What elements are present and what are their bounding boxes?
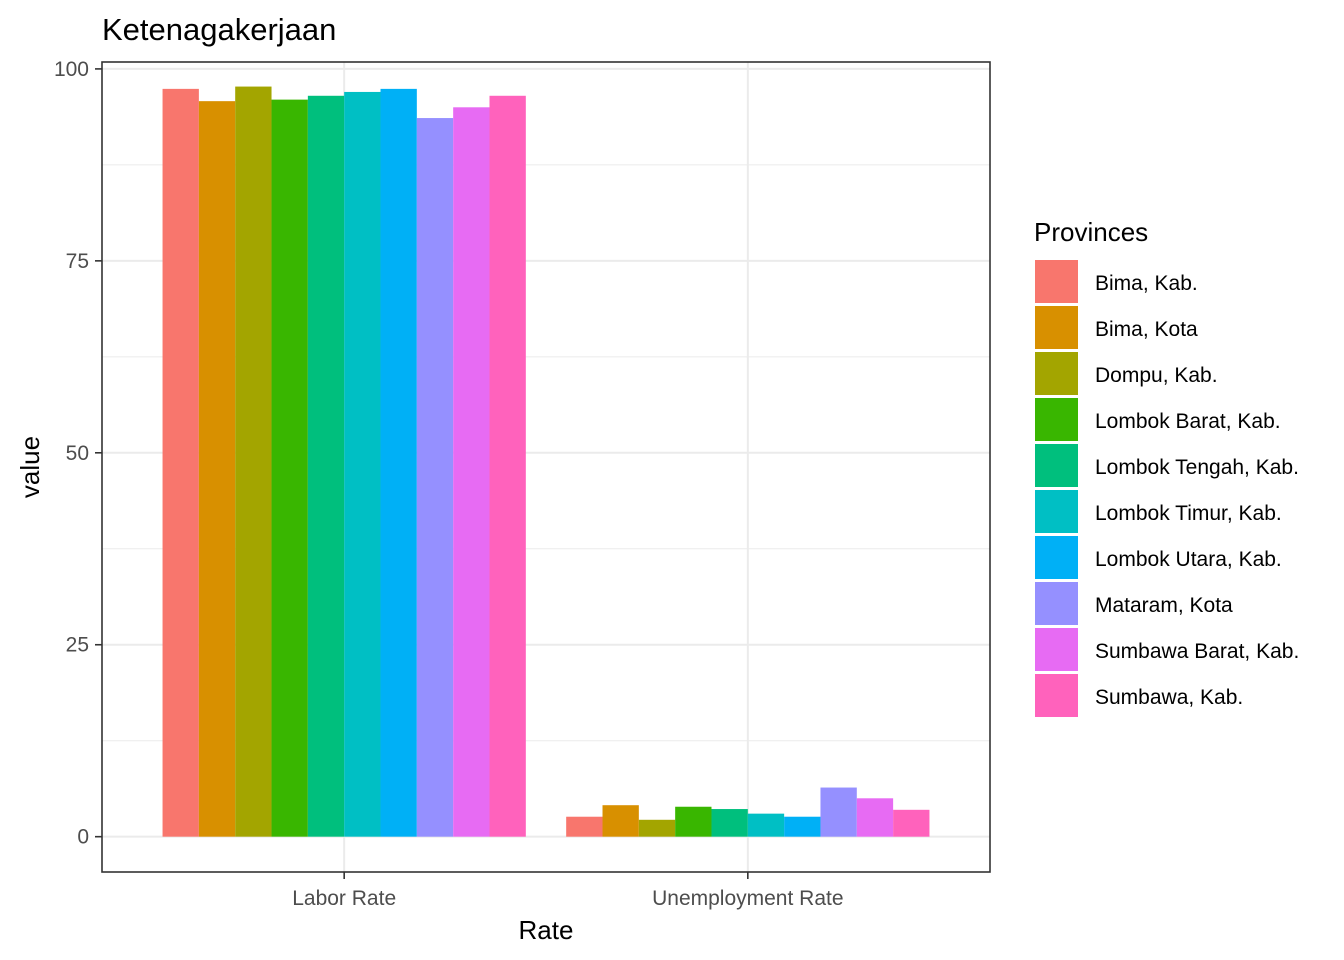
legend-key [1035, 536, 1078, 579]
legend-key [1035, 628, 1078, 671]
bar [711, 809, 748, 837]
x-tick-label: Unemployment Rate [652, 887, 843, 910]
bar [566, 816, 603, 837]
legend-key [1035, 306, 1078, 349]
bar [453, 107, 490, 837]
legend-label: Mataram, Kota [1095, 594, 1233, 617]
legend-label: Lombok Tengah, Kab. [1095, 456, 1299, 479]
bar [162, 88, 199, 837]
bar [820, 787, 857, 837]
y-tick-label: 50 [66, 442, 89, 465]
bar [602, 805, 639, 837]
legend-label: Lombok Utara, Kab. [1095, 548, 1282, 571]
bar [198, 101, 236, 837]
legend-label: Lombok Barat, Kab. [1095, 410, 1281, 433]
legend-key [1035, 352, 1078, 395]
legend-key [1035, 674, 1078, 717]
legend: Provinces Bima, Kab. Bima, Kota Dompu, Kab… [1034, 217, 1299, 717]
bar [784, 816, 821, 837]
legend-label: Sumbawa Barat, Kab. [1095, 640, 1299, 663]
y-tick-label: 75 [66, 250, 89, 273]
bar [416, 118, 454, 837]
bar [747, 813, 785, 837]
bar [380, 88, 417, 837]
y-axis: 0 25 50 75 100 [54, 58, 102, 849]
legend-label: Bima, Kota [1095, 318, 1198, 341]
legend-label: Bima, Kab. [1095, 272, 1198, 295]
y-tick-label: 100 [54, 58, 89, 81]
bars [162, 86, 930, 837]
bar [344, 91, 381, 837]
legend-key [1035, 398, 1078, 441]
legend-key [1035, 444, 1078, 487]
bar [235, 86, 272, 837]
legend-title: Provinces [1034, 217, 1148, 247]
bar [638, 819, 676, 837]
x-tick-label: Labor Rate [292, 887, 396, 910]
bar [893, 809, 930, 837]
y-tick-label: 0 [77, 826, 89, 849]
bar [856, 798, 894, 837]
chart-title: Ketenagakerjaan [102, 12, 336, 47]
x-axis: Labor Rate Unemployment Rate [292, 872, 844, 910]
bar [307, 95, 345, 837]
y-axis-label: value [15, 436, 45, 498]
legend-label: Dompu, Kab. [1095, 364, 1218, 387]
y-tick-label: 25 [66, 634, 89, 657]
bar [675, 806, 712, 837]
legend-key [1035, 490, 1078, 533]
legend-label: Sumbawa, Kab. [1095, 686, 1243, 709]
x-axis-label: Rate [519, 915, 574, 945]
legend-label: Lombok Timur, Kab. [1095, 502, 1282, 525]
bar [489, 95, 526, 837]
legend-key [1035, 260, 1078, 303]
bar [271, 99, 308, 837]
plot-panel-border [101, 61, 991, 873]
legend-key [1035, 582, 1078, 625]
